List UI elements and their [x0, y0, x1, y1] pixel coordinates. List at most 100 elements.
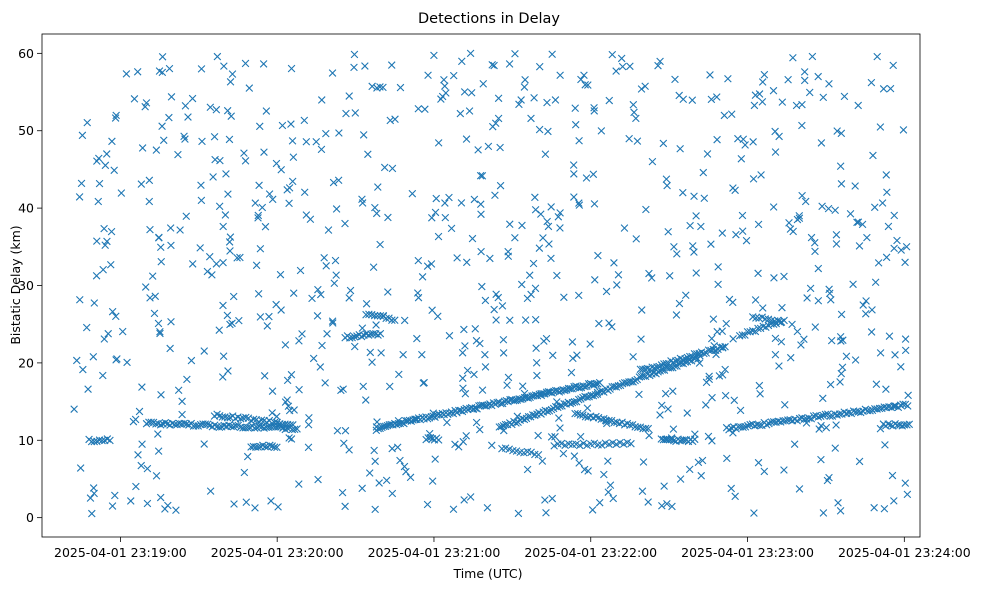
noise-detection-point — [849, 280, 857, 289]
track-detection-point — [700, 349, 708, 358]
track-detection-point — [650, 364, 659, 372]
noise-detection-point — [861, 309, 870, 318]
noise-detection-point — [219, 352, 228, 360]
noise-detection-point — [465, 107, 474, 115]
noise-detection-point — [552, 398, 561, 406]
noise-detection-point — [423, 262, 432, 270]
noise-detection-point — [206, 103, 215, 112]
noise-detection-point — [675, 299, 684, 308]
noise-detection-point — [521, 75, 529, 84]
noise-detection-point — [112, 111, 120, 120]
track-detection-point — [557, 439, 566, 448]
noise-detection-point — [188, 260, 197, 268]
noise-detection-point — [339, 385, 347, 393]
noise-detection-point — [577, 75, 585, 84]
noise-detection-point — [219, 222, 227, 231]
noise-detection-point — [870, 203, 879, 212]
noise-detection-point — [639, 458, 648, 466]
noise-detection-point — [75, 193, 84, 201]
noise-detection-point — [138, 383, 146, 391]
y-tick-label: 10 — [18, 433, 34, 448]
noise-detection-point — [721, 391, 730, 400]
noise-detection-point — [793, 327, 802, 336]
noise-detection-point — [289, 289, 298, 297]
noise-detection-point — [428, 306, 436, 314]
noise-detection-point — [90, 489, 98, 498]
noise-detection-point — [236, 253, 244, 262]
noise-detection-point — [328, 317, 337, 325]
track-detection-point — [597, 415, 605, 424]
noise-detection-point — [84, 385, 92, 393]
noise-detection-point — [209, 173, 217, 181]
noise-detection-point — [332, 205, 341, 213]
noise-detection-point — [196, 244, 204, 252]
noise-detection-point — [427, 260, 436, 268]
noise-detection-point — [595, 319, 603, 328]
noise-detection-point — [111, 491, 119, 500]
track-detection-point — [254, 443, 262, 451]
track-detection-point — [627, 439, 635, 448]
noise-detection-point — [323, 330, 331, 338]
noise-detection-point — [156, 327, 164, 336]
noise-detection-point — [178, 397, 186, 406]
noise-detection-point — [671, 75, 679, 84]
noise-detection-point — [226, 247, 234, 255]
track-detection-point — [814, 413, 823, 421]
noise-detection-point — [372, 321, 380, 329]
noise-detection-point — [769, 203, 778, 211]
noise-detection-point — [854, 101, 862, 110]
noise-detection-point — [134, 451, 142, 459]
track-detection-point — [249, 415, 258, 424]
noise-detection-point — [77, 179, 86, 188]
noise-detection-point — [832, 421, 840, 429]
noise-detection-point — [385, 382, 394, 391]
track-detection-point — [866, 406, 874, 415]
track-detection-point — [201, 420, 210, 428]
noise-detection-point — [332, 271, 340, 279]
noise-detection-point — [504, 373, 513, 382]
noise-detection-point — [727, 110, 736, 118]
noise-detection-point — [855, 457, 864, 466]
noise-detection-point — [88, 509, 96, 518]
noise-detection-point — [645, 431, 653, 440]
noise-detection-point — [780, 401, 789, 409]
track-detection-point — [270, 443, 279, 451]
noise-detection-point — [701, 401, 710, 409]
noise-detection-point — [532, 344, 540, 353]
track-detection-point — [524, 412, 533, 421]
noise-detection-point — [443, 418, 451, 427]
noise-detection-point — [575, 459, 583, 467]
noise-detection-point — [79, 365, 87, 374]
noise-detection-point — [379, 83, 387, 92]
noise-detection-point — [227, 112, 236, 120]
noise-detection-point — [258, 203, 267, 212]
track-detection-point — [626, 421, 634, 429]
noise-detection-point — [670, 243, 678, 251]
track-detection-point — [693, 350, 701, 358]
noise-detection-point — [854, 218, 863, 226]
noise-detection-point — [267, 497, 275, 505]
noise-detection-point — [272, 412, 281, 421]
noise-detection-point — [375, 479, 383, 487]
noise-detection-point — [518, 221, 526, 230]
track-detection-point — [761, 315, 770, 323]
track-detection-point — [575, 384, 584, 392]
noise-detection-point — [449, 71, 458, 80]
noise-detection-point — [317, 145, 326, 154]
noise-detection-point — [328, 69, 337, 77]
noise-detection-point — [379, 311, 388, 320]
track-detection-point — [388, 316, 396, 324]
noise-detection-point — [800, 335, 808, 344]
noise-detection-point — [459, 384, 467, 393]
noise-detection-point — [506, 316, 514, 325]
noise-detection-point — [434, 232, 443, 241]
noise-detection-point — [143, 499, 152, 508]
track-detection-point — [357, 332, 366, 341]
track-detection-point — [534, 450, 543, 459]
noise-detection-point — [690, 192, 698, 201]
noise-detection-point — [658, 501, 666, 510]
noise-detection-point — [545, 388, 553, 396]
noise-detection-point — [83, 118, 92, 127]
noise-detection-point — [637, 85, 646, 93]
